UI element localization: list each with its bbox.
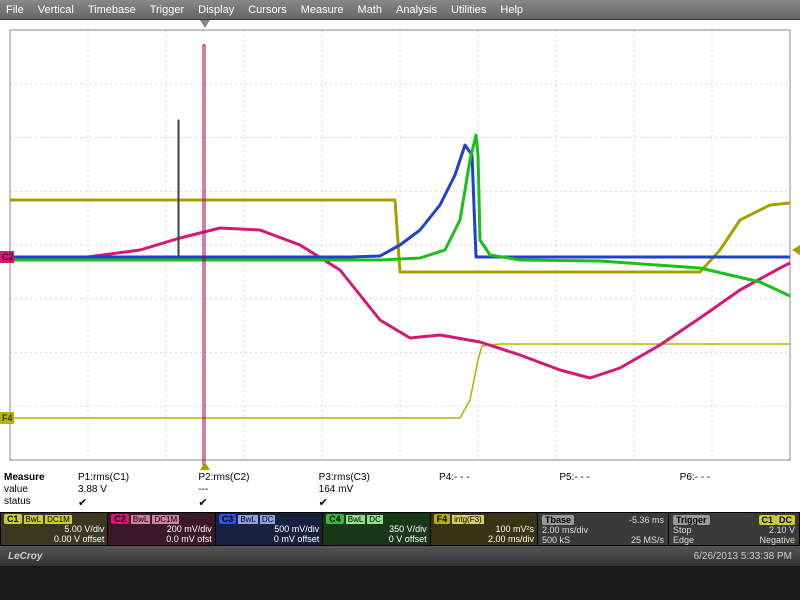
channel-box-c3[interactable]: C3BwLDC500 mV/div0 mV offset (216, 513, 322, 545)
measure-p3[interactable]: P3:rms(C3) 164 mV ✔ (319, 472, 435, 510)
measure-p1-status: ✔ (78, 496, 194, 509)
measure-p4[interactable]: P4:- - - (439, 472, 555, 510)
channel-marker-c2[interactable]: C2 (0, 251, 14, 263)
trigger-box[interactable]: TriggerC1DC Stop2.10 V EdgeNegative (669, 513, 799, 545)
measure-p2-name: P2:rms(C2) (198, 472, 314, 483)
trigger-position-marker-top[interactable] (200, 20, 210, 28)
channel-box-c1[interactable]: C1BwLDC1M5.00 V/div0.00 V offset (1, 513, 107, 545)
measure-status-label: status (4, 496, 74, 507)
waveform-svg (0, 20, 800, 470)
menu-vertical[interactable]: Vertical (38, 4, 74, 16)
menubar: File Vertical Timebase Trigger Display C… (0, 0, 800, 20)
measure-p1[interactable]: P1:rms(C1) 3.88 V ✔ (78, 472, 194, 510)
measure-p3-value: 164 mV (319, 484, 435, 495)
timebase-box[interactable]: Tbase-5.36 ms 2.00 ms/div 500 kS25 MS/s (538, 513, 668, 545)
measure-p5-name: P5:- - - (559, 472, 675, 483)
menu-measure[interactable]: Measure (301, 4, 344, 16)
menu-timebase[interactable]: Timebase (88, 4, 136, 16)
measure-p5[interactable]: P5:- - - (559, 472, 675, 510)
menu-file[interactable]: File (6, 4, 24, 16)
channel-box-c2[interactable]: C2BwLDC1M200 mV/div0.0 mV ofst (108, 513, 214, 545)
measure-p3-name: P3:rms(C3) (319, 472, 435, 483)
menu-utilities[interactable]: Utilities (451, 4, 486, 16)
waveform-display[interactable]: C2 F4 (0, 20, 800, 470)
measurement-bar: Measure value status P1:rms(C1) 3.88 V ✔… (0, 470, 800, 512)
menu-math[interactable]: Math (358, 4, 382, 16)
measure-p2[interactable]: P2:rms(C2) --- ✔ (198, 472, 314, 510)
brand-label: LeCroy (8, 551, 42, 562)
channel-marker-f4[interactable]: F4 (0, 412, 14, 424)
trigger-level-marker[interactable] (792, 245, 800, 255)
measure-p2-value: --- (198, 484, 314, 495)
menu-analysis[interactable]: Analysis (396, 4, 437, 16)
menu-help[interactable]: Help (500, 4, 523, 16)
channel-info-bar: C1BwLDC1M5.00 V/div0.00 V offsetC2BwLDC1… (0, 512, 800, 546)
channel-box-f4[interactable]: F4intg(F3)100 mV²s2.00 ms/div (431, 513, 537, 545)
channel-box-c4[interactable]: C4BwLDC350 V/div0 V offset (323, 513, 429, 545)
timestamp-label: 6/26/2013 5:33:38 PM (694, 551, 792, 562)
menu-trigger[interactable]: Trigger (150, 4, 184, 16)
menu-display[interactable]: Display (198, 4, 234, 16)
measure-p6-name: P6:- - - (680, 472, 796, 483)
measure-p1-name: P1:rms(C1) (78, 472, 194, 483)
footer-bar: LeCroy 6/26/2013 5:33:38 PM (0, 546, 800, 566)
measure-value-label: value (4, 484, 74, 495)
measure-p2-status: ✔ (198, 496, 314, 509)
trigger-position-marker-bottom[interactable] (200, 462, 210, 470)
measure-header: Measure (4, 472, 74, 483)
measure-p6[interactable]: P6:- - - (680, 472, 796, 510)
menu-cursors[interactable]: Cursors (248, 4, 287, 16)
measure-p4-name: P4:- - - (439, 472, 555, 483)
measure-p1-value: 3.88 V (78, 484, 194, 495)
measure-p3-status: ✔ (319, 496, 435, 509)
